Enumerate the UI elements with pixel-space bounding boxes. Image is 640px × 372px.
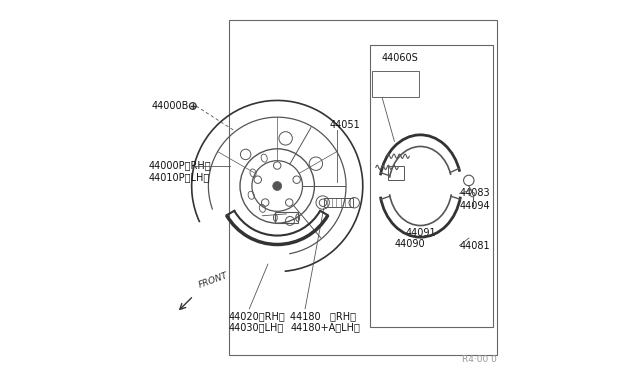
Text: 44030〈LH〉: 44030〈LH〉 bbox=[229, 323, 284, 332]
Bar bbox=[388, 166, 404, 180]
Text: 44000P〈RH〉: 44000P〈RH〉 bbox=[149, 161, 211, 170]
Bar bbox=[372, 71, 419, 97]
Text: 44000B: 44000B bbox=[152, 101, 189, 111]
Bar bbox=[275, 212, 298, 223]
Bar bbox=[370, 45, 493, 327]
Text: 44090: 44090 bbox=[394, 239, 425, 248]
Text: 44083: 44083 bbox=[460, 189, 490, 198]
Text: R4·00 0: R4·00 0 bbox=[462, 355, 497, 364]
Bar bbox=[324, 198, 353, 207]
Text: 44180   〈RH〉: 44180 〈RH〉 bbox=[291, 311, 356, 321]
Text: FRONT: FRONT bbox=[197, 271, 229, 290]
Text: 44094: 44094 bbox=[460, 202, 490, 211]
Text: 44020〈RH〉: 44020〈RH〉 bbox=[229, 311, 285, 321]
Text: 44060S: 44060S bbox=[381, 53, 418, 62]
Text: 44200: 44200 bbox=[376, 83, 406, 92]
Text: 44180+A〈LH〉: 44180+A〈LH〉 bbox=[291, 323, 360, 332]
Text: 44051: 44051 bbox=[330, 120, 360, 129]
Circle shape bbox=[273, 182, 282, 190]
Text: 44091: 44091 bbox=[406, 228, 436, 237]
Bar bbox=[229, 20, 497, 355]
Text: 44010P〈LH〉: 44010P〈LH〉 bbox=[149, 172, 210, 182]
Text: 44081: 44081 bbox=[460, 241, 490, 250]
